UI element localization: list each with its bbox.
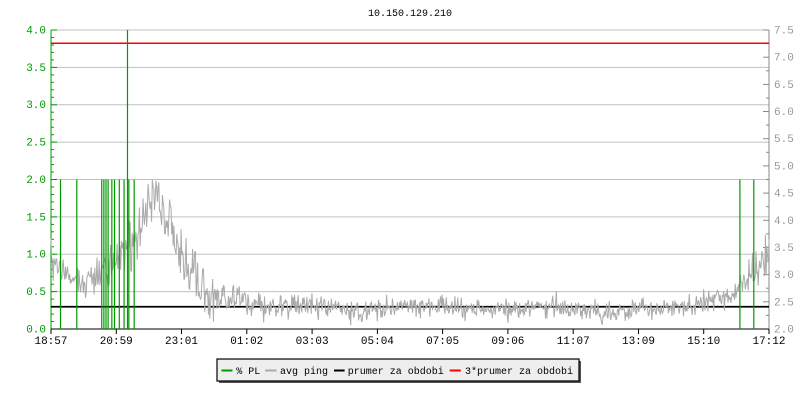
svg-text:17:12: 17:12 [752, 336, 785, 348]
svg-text:13:09: 13:09 [622, 336, 655, 348]
svg-text:4.0: 4.0 [26, 26, 46, 38]
svg-text:avg ping: avg ping [280, 366, 328, 378]
svg-text:1.5: 1.5 [26, 212, 46, 224]
svg-text:prumer za obdobi: prumer za obdobi [348, 366, 444, 378]
svg-text:4.5: 4.5 [774, 189, 794, 201]
svg-text:2.0: 2.0 [26, 175, 46, 187]
svg-text:4.0: 4.0 [774, 216, 794, 228]
svg-text:18:57: 18:57 [34, 336, 67, 348]
svg-text:6.0: 6.0 [774, 107, 794, 119]
svg-text:09:06: 09:06 [491, 336, 524, 348]
svg-text:5.5: 5.5 [774, 134, 794, 146]
svg-text:0.0: 0.0 [26, 325, 46, 337]
svg-text:10.150.129.210: 10.150.129.210 [368, 9, 452, 20]
svg-text:3.0: 3.0 [26, 100, 46, 112]
svg-text:3*prumer za obdobi: 3*prumer za obdobi [465, 366, 573, 378]
svg-text:5.0: 5.0 [774, 161, 794, 173]
svg-text:15:10: 15:10 [687, 336, 720, 348]
svg-text:11:07: 11:07 [557, 336, 590, 348]
svg-text:2.5: 2.5 [774, 297, 794, 309]
svg-text:2.0: 2.0 [774, 325, 794, 337]
svg-text:3.5: 3.5 [26, 63, 46, 75]
svg-text:1.0: 1.0 [26, 250, 46, 262]
svg-text:3.0: 3.0 [774, 270, 794, 282]
svg-text:2.5: 2.5 [26, 138, 46, 150]
svg-text:20:59: 20:59 [100, 336, 133, 348]
svg-text:07:05: 07:05 [426, 336, 459, 348]
svg-text:3.5: 3.5 [774, 243, 794, 255]
svg-text:0.5: 0.5 [26, 287, 46, 299]
svg-text:05:04: 05:04 [361, 336, 394, 348]
svg-text:7.0: 7.0 [774, 53, 794, 65]
svg-text:% PL: % PL [236, 367, 260, 378]
svg-text:01:02: 01:02 [230, 336, 263, 348]
svg-text:7.5: 7.5 [774, 26, 794, 38]
svg-text:23:01: 23:01 [165, 336, 198, 348]
svg-text:6.5: 6.5 [774, 80, 794, 92]
svg-text:03:03: 03:03 [296, 336, 329, 348]
